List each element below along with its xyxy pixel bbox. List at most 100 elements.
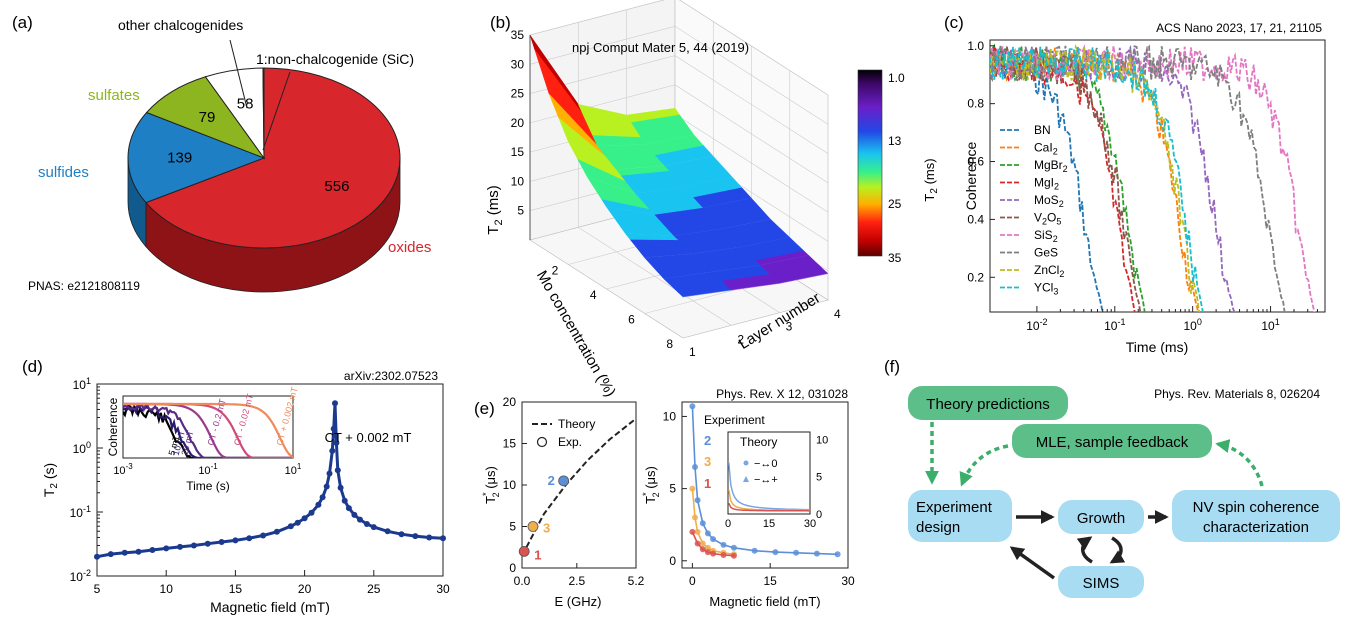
flow-node-sims xyxy=(1058,566,1144,598)
e-left-xtick-1: 2.5 xyxy=(568,574,585,588)
c-plot-frame xyxy=(989,39,1326,313)
flow-node-growth xyxy=(1058,500,1144,534)
e-right-point-2 xyxy=(751,547,758,554)
d-point xyxy=(341,497,348,504)
b-y-tick-4: 4 xyxy=(590,288,597,302)
panel-d-label: (d) xyxy=(22,357,43,376)
e-inset-ytick-1: 5 xyxy=(816,472,822,484)
e-inset-xtick-0: 0 xyxy=(725,518,731,530)
colorbar-tick-13: 13 xyxy=(888,134,902,148)
e-right-point-2 xyxy=(834,551,841,558)
e-right-xtick-2: 30 xyxy=(841,574,855,588)
b-y-tick-8: 8 xyxy=(666,337,673,351)
pie-value-1: 139 xyxy=(167,150,192,167)
pie-label-other-chalcogenides: other chalcogenides xyxy=(118,17,243,33)
d-point xyxy=(319,494,326,501)
d-ytick-label-2: 100 xyxy=(73,440,91,456)
e-inset-frame xyxy=(727,431,811,515)
d-point xyxy=(301,515,308,522)
flow-node-design-text-1: Experiment xyxy=(916,499,993,516)
d-inset-y-label: Coherence xyxy=(106,397,120,456)
e-inset-title: Theory xyxy=(740,435,777,449)
d-point xyxy=(260,532,267,539)
b-surface-cell xyxy=(774,268,829,284)
d-point xyxy=(384,528,391,535)
e-inset-ytick-2: 10 xyxy=(816,434,828,446)
b-x-tick-3: 3 xyxy=(786,320,793,334)
flow-node-nv xyxy=(1172,490,1340,542)
d-point xyxy=(190,542,197,549)
d-inset-xtick-3: 101 xyxy=(285,462,302,477)
panel-d-source: arXiv:2302.07523 xyxy=(344,369,438,383)
d-point xyxy=(345,505,352,512)
c-line-sis2 xyxy=(990,44,1316,312)
e-right-point-2 xyxy=(793,549,800,556)
colorbar-tick-25: 25 xyxy=(888,197,902,211)
panel-c-source: ACS Nano 2023, 17, 21, 21105 xyxy=(1156,21,1322,35)
c-legend-label-mgi2: MgI2 xyxy=(1034,176,1059,192)
b-z-tick-25: 25 xyxy=(511,87,525,101)
d-series xyxy=(94,400,446,560)
d-point xyxy=(337,484,344,491)
c-x-axis-label: Time (ms) xyxy=(1126,339,1188,355)
e-right-x-label: Magnetic field (mT) xyxy=(709,594,820,609)
panel-b-source: npj Comput Mater 5, 44 (2019) xyxy=(572,40,749,55)
pie-slice-oxides xyxy=(145,67,401,249)
d-point xyxy=(107,551,114,558)
e-right-label-1: 1 xyxy=(704,476,711,491)
c-legend-label-v2o5: V2O5 xyxy=(1034,211,1061,227)
panel-a: (a) 556 139 79 58 other chalcogenides 1:non… xyxy=(12,13,431,293)
d-ytick-label-0: 10-2 xyxy=(70,568,91,584)
e-inset-xtick-1: 15 xyxy=(763,518,775,530)
e-right-label-3: 3 xyxy=(704,454,711,469)
b-y-tick-6: 6 xyxy=(628,313,635,327)
d-annotation: CT + 0.002 mT xyxy=(325,430,412,445)
e-left-y-label: T*2 (μs) xyxy=(481,466,501,504)
c-ytick-label-4: 1.0 xyxy=(967,39,984,53)
d-point xyxy=(440,535,446,542)
d-point xyxy=(294,519,301,526)
e-right-point-1 xyxy=(704,549,711,556)
pie-label-sulfates: sulfates xyxy=(88,87,140,104)
b-z-tick-30: 30 xyxy=(511,57,525,71)
d-x-axis-label: Magnetic field (mT) xyxy=(210,599,330,615)
e-right-point-1 xyxy=(710,550,717,557)
d-point xyxy=(308,509,315,516)
c-series-lines xyxy=(990,43,1316,312)
e-left-ytick-3: 15 xyxy=(503,437,517,451)
e-left-ytick-1: 5 xyxy=(509,520,516,534)
flow-arrow-nv-mle xyxy=(1215,439,1264,487)
d-point xyxy=(329,447,336,454)
pie-slice-sulfides xyxy=(127,111,266,204)
d-xtick-label-5: 30 xyxy=(436,582,450,596)
d-point xyxy=(204,540,211,547)
e-right-label-2: 2 xyxy=(704,433,711,448)
panel-d: (d) arXiv:2302.07523 5 10 15 20 25 30 10-2 10-1… xyxy=(22,357,450,615)
pie-label-oxides: oxides xyxy=(388,239,431,256)
d-point xyxy=(315,501,322,508)
flow-node-nv-text-1: NV spin coherence xyxy=(1193,499,1320,516)
d-point xyxy=(232,537,239,544)
panel-e: (e) Phys. Rev. X 12, 031028 0.0 2.5 5.2 0 5 1… xyxy=(474,387,855,609)
e-right-point-1 xyxy=(694,540,701,547)
d-y-axis-label: T2 (s) xyxy=(41,463,60,497)
flow-node-sims-text: SIMS xyxy=(1083,575,1120,592)
c-legend-label-sis2: SiS2 xyxy=(1034,228,1058,244)
d-xtick-label-2: 15 xyxy=(229,582,243,596)
d-point xyxy=(351,511,358,518)
d-point xyxy=(177,543,183,550)
e-inset-legend-2: −↔+ xyxy=(754,474,778,486)
e-legend-theory: Theory xyxy=(558,417,595,431)
e-right-point-3 xyxy=(694,528,701,535)
d-ytick-label-3: 101 xyxy=(73,376,91,392)
d-point xyxy=(323,483,330,490)
d-inset-xtick-1: 10-3 xyxy=(113,462,133,477)
c-ytick-label-2: 0.6 xyxy=(967,155,984,169)
d-point xyxy=(363,521,370,527)
d-ytick-label-1: 10-1 xyxy=(70,504,91,520)
e-inset-xtick-2: 30 xyxy=(804,518,816,530)
d-point xyxy=(246,535,253,542)
e-inset-curve-1 xyxy=(728,502,810,512)
